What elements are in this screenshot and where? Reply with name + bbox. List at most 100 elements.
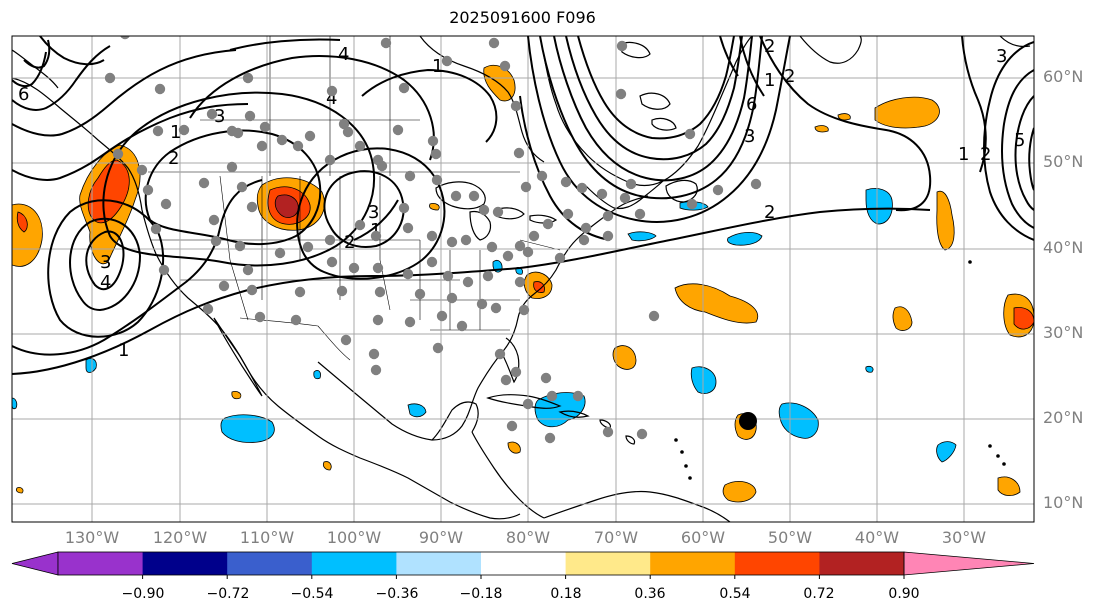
station-marker (275, 248, 285, 258)
contour-label: 2 (344, 232, 355, 253)
lat-label: 50°N (1043, 152, 1083, 171)
contour-label: 3 (996, 46, 1007, 67)
station-marker (521, 182, 531, 192)
station-marker (257, 141, 267, 151)
station-marker (113, 149, 123, 159)
station-marker (545, 433, 555, 443)
station-marker (371, 231, 381, 241)
lat-label: 20°N (1043, 408, 1083, 427)
station-marker (105, 73, 115, 83)
station-marker (295, 287, 305, 297)
station-marker (325, 155, 335, 165)
colorbar-tick-label: −0.72 (207, 586, 250, 602)
positive-anomaly-patch (16, 487, 23, 493)
station-marker (511, 367, 521, 377)
lon-label: 60°W (681, 528, 725, 547)
positive-anomaly-patch (893, 307, 912, 331)
negative-anomaly-patch (866, 366, 873, 372)
colorbar-tick-label: −0.54 (291, 586, 334, 602)
negative-anomaly-patch (86, 358, 96, 372)
negative-anomaly-patch (866, 188, 892, 224)
lon-label: 40°W (855, 528, 899, 547)
station-marker (405, 171, 415, 181)
colorbar-tick-label: −0.18 (460, 586, 503, 602)
colorbar-segment (481, 552, 566, 575)
contour-label: 1 (958, 144, 969, 165)
lon-label: 110°W (240, 528, 294, 547)
negative-anomaly-patch (314, 370, 321, 378)
station-marker (161, 199, 171, 209)
negative-anomaly-patch (937, 442, 956, 462)
station-marker (555, 253, 565, 263)
station-marker (617, 41, 627, 51)
colorbar-tick-label: −0.90 (122, 586, 165, 602)
colorbar-segment (396, 552, 481, 575)
station-marker (377, 161, 387, 171)
station-marker (514, 148, 524, 158)
station-marker (547, 391, 557, 401)
station-marker (457, 321, 467, 331)
storm-center-marker (739, 412, 757, 430)
contour-label: 6 (746, 94, 757, 115)
negative-anomaly-patch (12, 398, 17, 409)
station-marker (477, 299, 487, 309)
station-marker (507, 421, 517, 431)
station-marker (491, 303, 501, 313)
station-marker (143, 185, 153, 195)
contour-label: 1 (764, 70, 775, 91)
contour-label: 3 (744, 126, 755, 147)
negative-anomaly-patch (408, 404, 426, 417)
station-marker (341, 335, 351, 345)
station-marker (603, 211, 613, 221)
lon-label: 80°W (506, 528, 550, 547)
colorbar-segment (143, 552, 228, 575)
positive-anomaly-patch (937, 191, 954, 250)
station-marker (137, 165, 147, 175)
negative-anomaly-patch (691, 367, 716, 394)
contour-label: 3 (100, 252, 111, 273)
station-marker (461, 235, 471, 245)
station-marker (649, 311, 659, 321)
station-marker (373, 315, 383, 325)
colorbar-max-arrow (904, 552, 1034, 575)
contour-label: 3 (368, 202, 379, 223)
station-marker (120, 29, 130, 39)
contour-label: 2 (764, 36, 775, 57)
station-marker (237, 182, 247, 192)
station-marker (151, 224, 161, 234)
colorbar-segment (227, 552, 312, 575)
station-marker (209, 215, 219, 225)
contour-label: 5 (1014, 130, 1025, 151)
positive-anomaly-patch (12, 204, 42, 266)
station-marker (447, 293, 457, 303)
station-marker (403, 223, 413, 233)
negative-anomaly-patch (628, 232, 656, 241)
station-marker (493, 207, 503, 217)
station-marker (235, 241, 245, 251)
station-marker (403, 269, 413, 279)
positive-anomaly-patch (998, 477, 1020, 496)
station-marker (405, 317, 415, 327)
station-marker (233, 128, 243, 138)
station-marker (561, 177, 571, 187)
station-marker (500, 61, 510, 71)
positive-anomaly-patch (232, 391, 241, 398)
station-marker (207, 109, 217, 119)
station-marker (443, 271, 453, 281)
station-marker (579, 235, 589, 245)
station-marker (501, 375, 511, 385)
station-marker (393, 125, 403, 135)
station-marker (255, 312, 265, 322)
contour-label: 2 (764, 202, 775, 223)
station-marker (515, 277, 525, 287)
station-marker (355, 220, 365, 230)
station-marker (303, 242, 313, 252)
station-marker (620, 193, 630, 203)
station-marker (247, 285, 257, 295)
station-marker (713, 185, 723, 195)
station-marker (537, 171, 547, 181)
lat-label: 60°N (1043, 67, 1083, 86)
lon-label: 70°W (594, 528, 638, 547)
positive-anomaly-patch (323, 462, 331, 470)
contour-label: 4 (100, 272, 111, 293)
